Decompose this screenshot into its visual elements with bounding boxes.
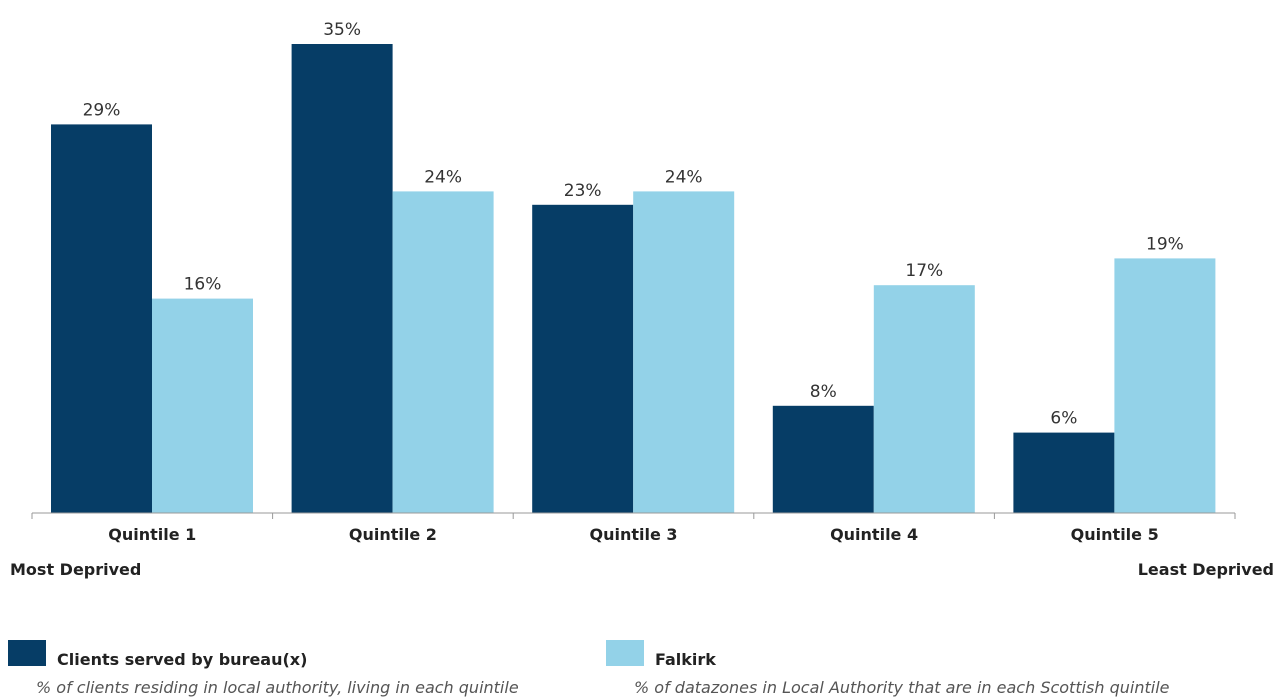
least-deprived-label: Least Deprived bbox=[1138, 560, 1274, 579]
data-label-falkirk-quintile-2: 24% bbox=[424, 167, 462, 187]
bar-falkirk-quintile-2 bbox=[393, 191, 494, 513]
data-label-clients-quintile-5: 6% bbox=[1050, 409, 1077, 429]
x-tick-labels-layer: Quintile 1 Quintile 2 Quintile 3 Quintile 4… bbox=[108, 525, 1158, 544]
bar-falkirk-quintile-1 bbox=[152, 299, 253, 513]
legend-swatch-falkirk bbox=[606, 640, 644, 666]
bar-falkirk-quintile-5 bbox=[1114, 258, 1215, 513]
bar-clients-quintile-4 bbox=[773, 406, 874, 513]
data-label-clients-quintile-4: 8% bbox=[810, 382, 837, 402]
data-label-clients-quintile-3: 23% bbox=[564, 181, 602, 201]
bar-falkirk-quintile-4 bbox=[874, 285, 975, 513]
bar-clients-quintile-3 bbox=[532, 205, 633, 513]
bar-clients-quintile-5 bbox=[1013, 433, 1114, 513]
x-tick-label-quintile-4: Quintile 4 bbox=[830, 525, 918, 544]
x-ticks-layer bbox=[32, 513, 1235, 519]
x-tick-label-quintile-3: Quintile 3 bbox=[589, 525, 677, 544]
x-tick-label-quintile-5: Quintile 5 bbox=[1071, 525, 1159, 544]
data-label-falkirk-quintile-1: 16% bbox=[184, 275, 222, 295]
legend-description-falkirk: % of datazones in Local Authority that a… bbox=[634, 678, 1170, 697]
data-label-falkirk-quintile-3: 24% bbox=[665, 167, 703, 187]
x-tick-label-quintile-2: Quintile 2 bbox=[349, 525, 437, 544]
bar-clients-quintile-2 bbox=[292, 44, 393, 513]
legend-label-clients: Clients served by bureau(x) bbox=[57, 650, 307, 669]
data-label-clients-quintile-2: 35% bbox=[323, 20, 361, 40]
bars-layer bbox=[51, 44, 1215, 513]
legend-label-falkirk: Falkirk bbox=[655, 650, 716, 669]
bar-falkirk-quintile-3 bbox=[633, 191, 734, 513]
bar-clients-quintile-1 bbox=[51, 124, 152, 513]
data-label-clients-quintile-1: 29% bbox=[83, 100, 121, 120]
legend-swatch-clients bbox=[8, 640, 46, 666]
x-tick-label-quintile-1: Quintile 1 bbox=[108, 525, 196, 544]
data-label-falkirk-quintile-4: 17% bbox=[905, 261, 943, 281]
legend-description-clients: % of clients residing in local authority… bbox=[36, 678, 519, 697]
most-deprived-label: Most Deprived bbox=[10, 560, 141, 579]
data-label-falkirk-quintile-5: 19% bbox=[1146, 234, 1184, 254]
